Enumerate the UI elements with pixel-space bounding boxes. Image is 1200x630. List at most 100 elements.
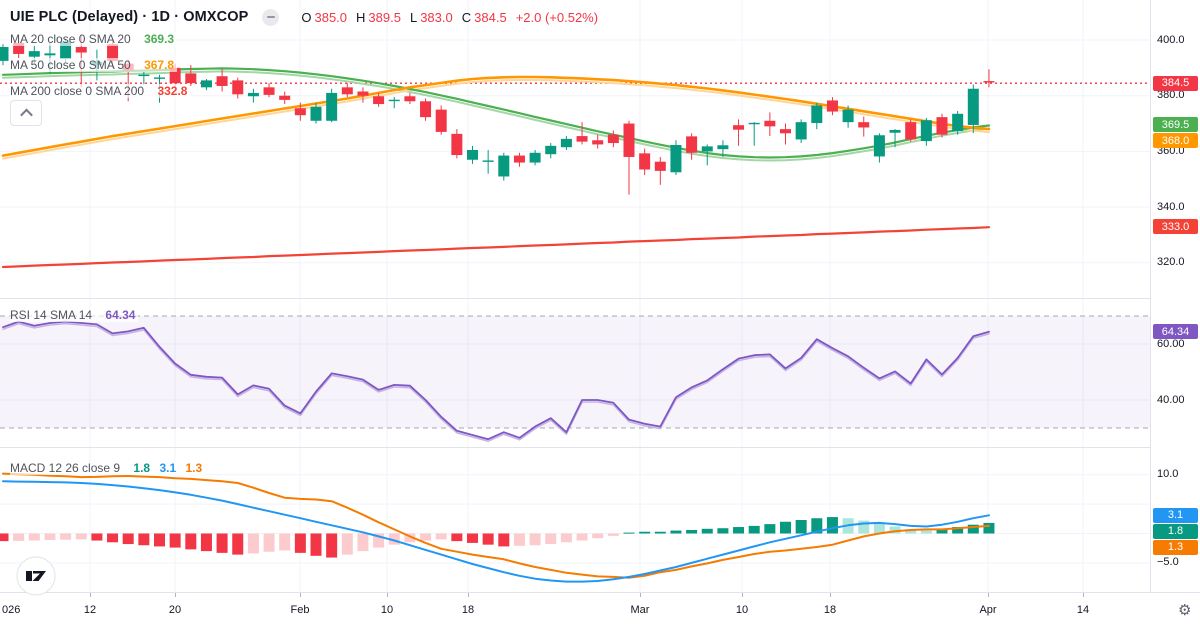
candle-body xyxy=(529,152,541,163)
time-tick xyxy=(175,593,176,597)
candle-body xyxy=(670,144,682,173)
candle-body xyxy=(498,155,510,177)
rsi-tick-label: 60.00 xyxy=(1157,337,1185,350)
macd-hist-bar xyxy=(310,533,322,556)
price-axis[interactable]: 400.0 380.0 360.0 340.0 320.0 60.00 40.00 10.0−… xyxy=(1150,0,1200,592)
macd-hist-bar xyxy=(122,533,134,545)
legend-ma20[interactable]: MA 20 close 0 SMA 20 369.3 xyxy=(10,32,178,46)
legend-ma200[interactable]: MA 200 close 0 SMA 200 332.8 xyxy=(10,84,191,98)
candle-body xyxy=(717,145,729,150)
candle-body xyxy=(357,91,369,96)
time-axis[interactable]: ⚙ 026 12 20 Feb 10 18 Mar 10 18 Apr 14 xyxy=(0,592,1200,630)
macd-hist-bar xyxy=(91,533,103,541)
time-tick xyxy=(742,593,743,597)
candle-body xyxy=(967,88,979,125)
candle-body xyxy=(326,92,338,121)
legend-ma50[interactable]: MA 50 close 0 SMA 50 367.8 xyxy=(10,58,178,72)
legend-macd[interactable]: MACD 12 26 close 9 1.8 3.1 1.3 xyxy=(10,461,206,475)
candle-body xyxy=(341,87,353,95)
macd-hist-bar xyxy=(858,520,870,534)
macd-hist-bar xyxy=(748,525,760,534)
candle-body xyxy=(44,53,56,56)
axis-badge: 1.3 xyxy=(1153,539,1198,555)
legend-ma50-value: 367.8 xyxy=(144,58,175,72)
candle-body xyxy=(75,46,87,53)
price-tick-label: 340.0 xyxy=(1157,200,1185,213)
time-tick xyxy=(90,593,91,597)
candle-body xyxy=(873,135,885,157)
candle-body xyxy=(0,46,9,61)
legend-rsi[interactable]: RSI 14 SMA 14 64.34 xyxy=(10,308,139,322)
ohlc-readout: O 385.0 H 389.5 L 383.0 C 384.5 +2.0 (+0… xyxy=(301,10,598,25)
price-tick-label: 320.0 xyxy=(1157,256,1185,269)
macd-hist-bar xyxy=(216,533,228,553)
macd-hist-bar xyxy=(28,533,40,541)
candle-body xyxy=(795,122,807,140)
macd-hist-bar xyxy=(920,530,932,534)
macd-hist-bar xyxy=(107,533,119,543)
legend-macd-text: MACD 12 26 close 9 xyxy=(10,461,121,475)
macd-hist-bar xyxy=(294,533,306,553)
macd-hist-bar xyxy=(200,533,212,552)
candle-body xyxy=(13,42,25,54)
candle-body xyxy=(733,125,745,130)
legend-rsi-text: RSI 14 SMA 14 xyxy=(10,308,93,322)
candle-body xyxy=(952,113,964,132)
macd-hist-bar xyxy=(232,533,244,555)
candle-body xyxy=(560,138,572,148)
low-value: 383.0 xyxy=(420,9,453,25)
symbol-title[interactable]: UIE PLC (Delayed) · 1D · OMXCOP xyxy=(10,9,249,25)
candle-body xyxy=(654,161,666,171)
time-tick-label: Feb xyxy=(290,604,310,616)
candle-body xyxy=(373,96,385,105)
time-tick xyxy=(300,593,301,597)
macd-hist-bar xyxy=(44,533,56,540)
candle-body xyxy=(858,122,870,128)
macd-hist-bar xyxy=(795,519,807,534)
time-tick-label: 20 xyxy=(168,604,182,616)
macd-hist-bar xyxy=(279,533,291,551)
macd-hist-bar xyxy=(498,533,510,547)
candle-body xyxy=(764,120,776,127)
macd-hist-bar xyxy=(576,533,588,541)
settings-gear-icon[interactable]: ⚙ xyxy=(1178,602,1192,619)
legend-ma200-text: MA 200 close 0 SMA 200 xyxy=(10,84,145,98)
macd-hist-bar xyxy=(952,527,964,534)
candle-body xyxy=(639,153,651,170)
chevron-up-icon xyxy=(19,108,33,121)
time-tick xyxy=(387,593,388,597)
macd-hist-bar xyxy=(545,533,557,545)
candle-body xyxy=(435,109,447,132)
legend-macd-hist-value: 1.8 xyxy=(133,461,151,475)
macd-hist-bar xyxy=(169,533,181,548)
macd-hist-bar xyxy=(654,531,666,534)
candle-body xyxy=(686,136,698,153)
time-tick-label: Apr xyxy=(979,604,997,616)
candle-body xyxy=(513,155,525,163)
tradingview-logo[interactable] xyxy=(16,556,56,601)
macd-hist-bar xyxy=(889,526,901,534)
macd-hist-bar xyxy=(905,529,917,534)
macd-hist-bar xyxy=(435,533,447,540)
ma50-line xyxy=(1,75,991,157)
axis-badge: 384.5 xyxy=(1153,75,1198,91)
time-tick-label: 10 xyxy=(380,604,394,616)
time-tick-label: 14 xyxy=(1076,604,1090,616)
chart-canvas[interactable] xyxy=(0,0,1200,592)
rsi-line xyxy=(2,320,990,441)
collapse-symbol-icon[interactable] xyxy=(262,8,280,26)
macd-hist-bar xyxy=(154,533,165,547)
collapse-legends-button[interactable] xyxy=(10,100,42,126)
price-tick-label: 380.0 xyxy=(1157,89,1185,102)
macd-hist-bar xyxy=(701,528,713,534)
macd-hist-bar xyxy=(733,527,745,534)
pane-divider-rsi-macd[interactable] xyxy=(0,447,1200,448)
price-tick-label: 400.0 xyxy=(1157,33,1185,46)
candle-body xyxy=(232,80,244,95)
pane-divider-price-rsi[interactable] xyxy=(0,298,1200,299)
time-tick xyxy=(468,593,469,597)
ma50-sma-line xyxy=(2,79,990,160)
macd-hist-bar xyxy=(936,528,948,534)
macd-hist-bar xyxy=(388,533,400,545)
macd-hist-bar xyxy=(138,533,150,546)
